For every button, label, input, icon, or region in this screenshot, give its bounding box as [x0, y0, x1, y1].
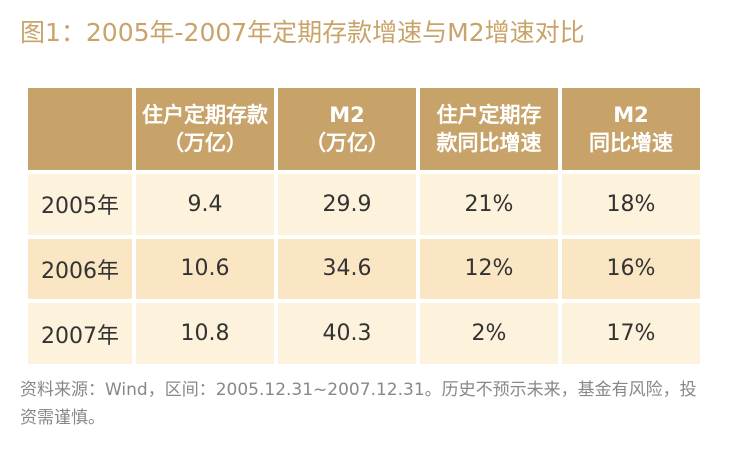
header-line: 同比增速 [589, 131, 673, 155]
header-line: 款同比增速 [436, 131, 542, 155]
header-cell-m2-growth: M2 同比增速 [562, 88, 700, 170]
table-cell: 29.9 [278, 174, 416, 235]
table-row: 2005年 9.4 29.9 21% 18% [28, 174, 700, 235]
header-cell-m2: M2 （万亿） [278, 88, 416, 170]
table-cell-year: 2005年 [28, 174, 132, 235]
source-footnote: 资料来源：Wind，区间：2005.12.31~2007.12.31。历史不预示… [20, 380, 697, 428]
table-cell: 10.8 [136, 303, 274, 364]
table-cell: 12% [420, 238, 558, 300]
table-cell: 16% [562, 238, 700, 300]
table-cell: 2% [420, 303, 558, 364]
header-cell-household-deposits: 住户定期存款 （万亿） [136, 88, 274, 170]
table-header-row: 住户定期存款 （万亿） M2 （万亿） 住户定期存 款同比增速 M2 同比增速 [28, 88, 700, 170]
table-cell: 18% [562, 174, 700, 235]
header-line: M2 [329, 103, 365, 127]
header-line: （万亿） [163, 131, 247, 155]
table-row: 2006年 10.6 34.6 12% 16% [28, 238, 700, 300]
header-cell-household-deposits-growth: 住户定期存 款同比增速 [420, 88, 558, 170]
table-cell: 21% [420, 174, 558, 235]
header-cell-empty [28, 88, 132, 170]
header-line: （万亿） [305, 131, 389, 155]
header-line: M2 [613, 103, 649, 127]
header-line: 住户定期存 [436, 103, 542, 127]
table-cell: 34.6 [278, 238, 416, 300]
table-cell: 9.4 [136, 174, 274, 235]
header-line: 住户定期存款 [142, 103, 268, 127]
table-cell: 10.6 [136, 238, 274, 300]
table-row: 2007年 10.8 40.3 2% 17% [28, 303, 700, 364]
table-cell: 17% [562, 303, 700, 364]
table-cell-year: 2006年 [28, 238, 132, 300]
table-cell-year: 2007年 [28, 303, 132, 364]
table-cell: 40.3 [278, 303, 416, 364]
page-title: 图1：2005年-2007年定期存款增速与M2增速对比 [20, 18, 585, 47]
data-table: 住户定期存款 （万亿） M2 （万亿） 住户定期存 款同比增速 M2 同比增速 [24, 84, 704, 368]
